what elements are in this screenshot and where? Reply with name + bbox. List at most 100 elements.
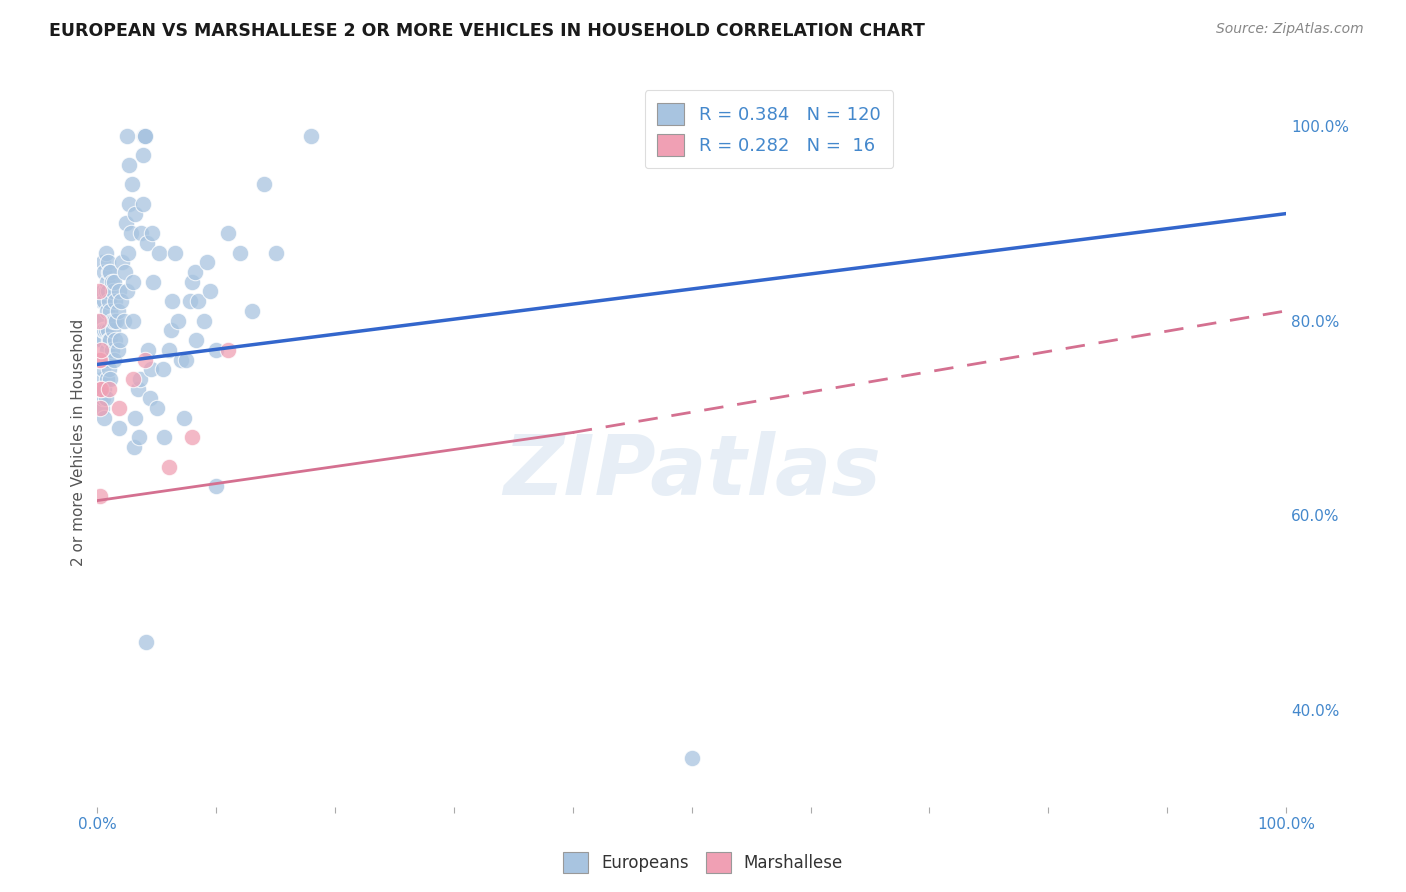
Point — [134, 352, 156, 367]
Point — [90, 382, 112, 396]
Point — [167, 313, 190, 327]
Point — [89, 333, 111, 347]
Legend: R = 0.384   N = 120, R = 0.282   N =  16: R = 0.384 N = 120, R = 0.282 N = 16 — [644, 90, 893, 169]
Point — [103, 352, 125, 367]
Point — [152, 362, 174, 376]
Point — [148, 245, 170, 260]
Point — [100, 275, 122, 289]
Point — [90, 382, 112, 396]
Point — [94, 392, 117, 406]
Point — [97, 323, 120, 337]
Point — [100, 313, 122, 327]
Text: ZIPatlas: ZIPatlas — [503, 431, 880, 512]
Point — [146, 401, 169, 416]
Point — [91, 285, 114, 299]
Point — [103, 313, 125, 327]
Point — [111, 255, 134, 269]
Point — [115, 216, 138, 230]
Point — [184, 333, 207, 347]
Point — [90, 343, 112, 357]
Point — [98, 265, 121, 279]
Point — [181, 275, 204, 289]
Point — [118, 158, 141, 172]
Point — [96, 372, 118, 386]
Point — [681, 751, 703, 765]
Point — [139, 362, 162, 376]
Point — [97, 285, 120, 299]
Point — [89, 352, 111, 367]
Text: EUROPEAN VS MARSHALLESE 2 OR MORE VEHICLES IN HOUSEHOLD CORRELATION CHART: EUROPEAN VS MARSHALLESE 2 OR MORE VEHICL… — [49, 22, 925, 40]
Point — [122, 372, 145, 386]
Point — [98, 362, 121, 376]
Point — [229, 245, 252, 260]
Point — [93, 382, 115, 396]
Point — [101, 285, 124, 299]
Point — [100, 304, 122, 318]
Point — [110, 294, 132, 309]
Point — [98, 333, 121, 347]
Point — [157, 459, 180, 474]
Point — [129, 372, 152, 386]
Point — [107, 304, 129, 318]
Point — [217, 343, 239, 357]
Point — [160, 323, 183, 337]
Point — [134, 128, 156, 143]
Point — [93, 294, 115, 309]
Point — [131, 226, 153, 240]
Point — [217, 226, 239, 240]
Point — [264, 245, 287, 260]
Point — [89, 382, 111, 396]
Point — [87, 313, 110, 327]
Point — [127, 382, 149, 396]
Point — [122, 440, 145, 454]
Point — [91, 372, 114, 386]
Point — [253, 178, 276, 192]
Point — [89, 401, 111, 416]
Point — [91, 401, 114, 416]
Point — [135, 634, 157, 648]
Point — [93, 265, 115, 279]
Point — [91, 294, 114, 309]
Point — [138, 392, 160, 406]
Point — [122, 275, 145, 289]
Point — [163, 245, 186, 260]
Point — [200, 285, 222, 299]
Point — [105, 313, 128, 327]
Point — [97, 255, 120, 269]
Point — [112, 313, 135, 327]
Point — [157, 343, 180, 357]
Point — [153, 430, 176, 444]
Point — [96, 304, 118, 318]
Point — [169, 352, 191, 367]
Point — [94, 245, 117, 260]
Point — [100, 333, 122, 347]
Point — [184, 265, 207, 279]
Point — [91, 323, 114, 337]
Point — [100, 265, 122, 279]
Point — [142, 275, 165, 289]
Point — [107, 285, 129, 299]
Point — [93, 410, 115, 425]
Point — [87, 285, 110, 299]
Point — [91, 362, 114, 376]
Point — [91, 392, 114, 406]
Point — [94, 323, 117, 337]
Point — [107, 343, 129, 357]
Point — [103, 275, 125, 289]
Point — [90, 313, 112, 327]
Point — [100, 372, 122, 386]
Point — [121, 178, 143, 192]
Point — [87, 352, 110, 367]
Point — [93, 352, 115, 367]
Point — [179, 294, 201, 309]
Point — [115, 128, 138, 143]
Text: Source: ZipAtlas.com: Source: ZipAtlas.com — [1216, 22, 1364, 37]
Y-axis label: 2 or more Vehicles in Household: 2 or more Vehicles in Household — [72, 318, 86, 566]
Point — [107, 420, 129, 434]
Point — [93, 323, 115, 337]
Point — [118, 197, 141, 211]
Point — [90, 352, 112, 367]
Point — [107, 401, 129, 416]
Point — [124, 410, 146, 425]
Point — [122, 313, 145, 327]
